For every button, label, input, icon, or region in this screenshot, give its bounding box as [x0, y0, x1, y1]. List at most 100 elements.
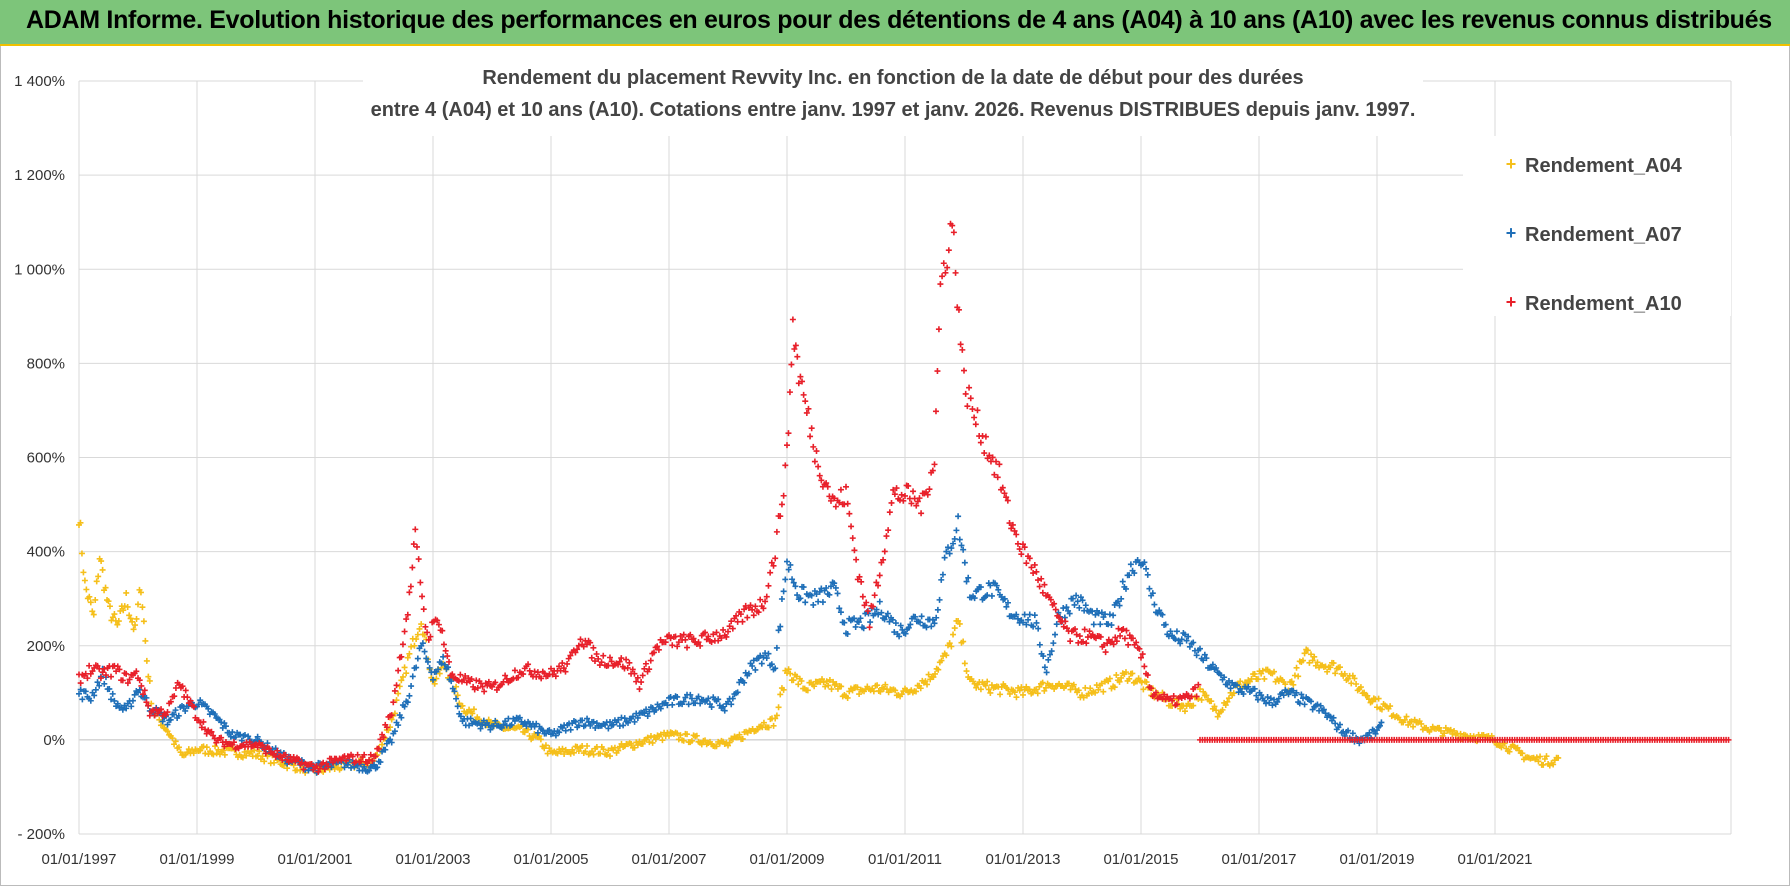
- data-point: [404, 611, 411, 618]
- data-point: [211, 711, 218, 718]
- data-point: [1345, 727, 1352, 734]
- data-point: [96, 665, 103, 672]
- data-point: [115, 618, 122, 625]
- data-point: [282, 751, 289, 758]
- data-point: [898, 691, 905, 698]
- data-point: [221, 720, 228, 727]
- data-point: [755, 609, 762, 616]
- data-point: [114, 621, 121, 628]
- data-point: [763, 593, 770, 600]
- data-point: [729, 625, 736, 632]
- data-point: [210, 751, 217, 758]
- y-axis-ticks: - 200% 0% 200% 400% 600% 800% 1 000% 1 200% 1 40…: [14, 73, 65, 843]
- data-point: [871, 610, 878, 617]
- data-point: [646, 666, 653, 673]
- data-point: [930, 674, 937, 681]
- data-point: [631, 744, 638, 751]
- data-point: [526, 732, 533, 739]
- data-point: [575, 642, 582, 649]
- data-point: [525, 661, 532, 668]
- data-point: [831, 580, 838, 587]
- data-point: [127, 615, 134, 622]
- y-tick-label: 1 200%: [14, 167, 65, 184]
- data-point: [82, 670, 89, 677]
- data-point: [789, 576, 796, 583]
- data-point: [905, 482, 912, 489]
- data-point: [587, 722, 594, 729]
- data-point: [580, 643, 587, 650]
- data-point: [99, 566, 106, 573]
- data-point: [1026, 555, 1033, 562]
- data-point: [251, 747, 258, 754]
- data-point: [858, 578, 865, 585]
- data-point: [859, 593, 866, 600]
- data-point: [1245, 683, 1252, 690]
- data-point: [655, 646, 662, 653]
- data-point: [1070, 681, 1077, 688]
- data-point: [590, 751, 597, 758]
- data-point: [1172, 636, 1179, 643]
- data-point: [171, 693, 178, 700]
- data-point: [1082, 602, 1089, 609]
- data-point: [1261, 675, 1268, 682]
- data-point: [725, 628, 731, 635]
- data-point: [239, 754, 246, 761]
- data-point: [710, 631, 717, 638]
- data-point: [1372, 730, 1379, 737]
- data-point: [99, 669, 106, 676]
- data-point: [262, 750, 269, 757]
- data-point: [607, 718, 613, 725]
- data-point: [1050, 640, 1057, 647]
- data-point: [1185, 633, 1192, 640]
- data-point: [941, 554, 948, 561]
- data-point: [1540, 761, 1547, 768]
- data-point: [855, 619, 862, 626]
- data-point: [685, 701, 692, 708]
- data-point: [860, 625, 867, 632]
- data-point: [97, 675, 104, 682]
- data-point: [1177, 640, 1184, 647]
- data-point: [1403, 713, 1410, 720]
- data-point: [557, 667, 564, 674]
- data-point: [1045, 656, 1052, 663]
- data-point: [562, 727, 569, 734]
- data-point: [757, 596, 764, 603]
- data-point: [197, 697, 204, 704]
- data-point: [931, 461, 938, 468]
- data-point: [164, 709, 171, 716]
- data-point: [844, 694, 851, 701]
- data-point: [794, 592, 801, 599]
- data-point: [419, 640, 426, 647]
- data-point: [962, 390, 969, 397]
- data-point: [179, 683, 186, 690]
- data-point: [419, 593, 426, 600]
- data-point: [536, 733, 543, 740]
- data-point: [219, 724, 226, 731]
- data-point: [1222, 702, 1229, 709]
- data-point: [354, 762, 361, 769]
- data-point: [440, 641, 447, 648]
- data-point: [1148, 685, 1155, 692]
- data-point: [375, 745, 382, 752]
- data-point: [981, 450, 988, 457]
- data-point: [650, 649, 657, 656]
- data-point: [492, 679, 499, 686]
- data-point: [952, 269, 959, 276]
- data-point: [382, 746, 389, 753]
- data-point: [136, 686, 143, 693]
- data-point: [77, 680, 84, 687]
- data-point: [863, 599, 870, 606]
- data-point: [1060, 605, 1067, 612]
- data-point: [1221, 674, 1228, 681]
- data-point: [308, 761, 315, 768]
- data-point: [1267, 695, 1274, 702]
- data-point: [780, 492, 787, 499]
- data-point: [1031, 561, 1038, 568]
- data-point: [1353, 680, 1360, 687]
- data-point: [848, 523, 855, 530]
- data-point: [823, 480, 830, 487]
- data-point: [631, 718, 638, 725]
- data-point: [826, 591, 833, 598]
- data-point: [810, 601, 817, 608]
- data-point: [467, 715, 474, 722]
